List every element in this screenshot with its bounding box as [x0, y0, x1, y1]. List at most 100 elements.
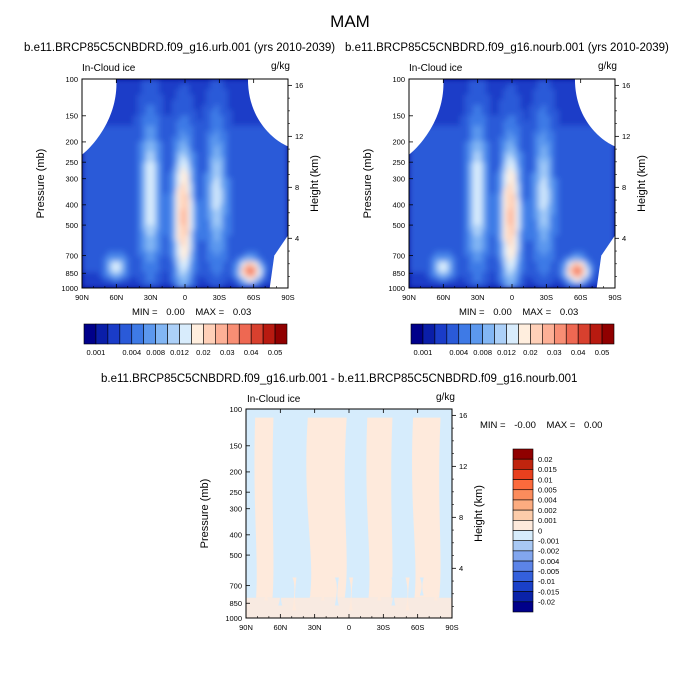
field-cell — [240, 235, 246, 242]
field-cell — [249, 172, 254, 179]
field-cell — [571, 277, 577, 284]
field-cell — [571, 110, 577, 116]
field-cell — [537, 256, 543, 263]
field-cell — [133, 136, 139, 142]
field-cell — [455, 120, 461, 127]
field-cell — [494, 120, 500, 127]
field-cell — [154, 188, 160, 195]
field-cell — [103, 151, 109, 158]
field-cell — [490, 204, 496, 210]
field-cell — [494, 193, 500, 200]
field-cell — [98, 251, 104, 257]
field-cell — [261, 193, 267, 200]
field-cell — [124, 198, 130, 205]
field-cell — [94, 136, 100, 142]
field-cell — [438, 272, 444, 278]
field-cell — [94, 225, 100, 231]
field-cell — [588, 272, 594, 278]
field-cell — [447, 272, 453, 278]
field-cell — [520, 261, 526, 268]
field-cell — [443, 209, 448, 216]
field-cell — [533, 83, 539, 90]
field-cell — [443, 240, 448, 247]
field-cell — [580, 141, 586, 148]
field-cell — [494, 157, 500, 163]
field-cell — [438, 240, 444, 247]
field-cell — [184, 277, 190, 284]
colorbar-box — [512, 601, 534, 613]
field-cell — [107, 130, 113, 137]
field-cell — [193, 193, 199, 200]
field-cell — [167, 136, 173, 142]
field-cell — [206, 240, 212, 247]
field-cell — [214, 230, 220, 237]
field-cell — [176, 115, 182, 122]
field-cell — [120, 141, 126, 148]
field-cell — [283, 183, 288, 190]
field-cell — [201, 240, 207, 247]
field-cell — [128, 277, 134, 284]
field-cell — [481, 230, 487, 237]
field-cell — [558, 110, 564, 116]
field-cell — [206, 209, 212, 216]
field-cell — [94, 162, 100, 169]
field-cell — [201, 183, 207, 190]
field-cell — [541, 272, 547, 278]
field-cell — [477, 266, 483, 273]
field-cell — [460, 245, 466, 252]
field-cell — [116, 256, 121, 263]
field-cell — [417, 151, 423, 158]
field-cell — [206, 89, 212, 95]
diff-positive-band — [306, 417, 347, 598]
field-cell — [494, 125, 500, 132]
field-cell — [447, 94, 453, 101]
field-cell — [498, 162, 504, 169]
field-cell — [580, 115, 586, 122]
field-cell — [464, 104, 470, 111]
field-cell — [528, 193, 534, 200]
field-cell — [146, 219, 151, 226]
field-cell — [550, 172, 556, 179]
field-cell — [141, 272, 147, 278]
field-cell — [451, 99, 457, 106]
field-cell — [593, 272, 599, 278]
field-cell — [223, 130, 229, 137]
field-cell — [201, 99, 207, 106]
field-cell — [158, 79, 164, 85]
field-cell — [606, 198, 612, 205]
field-cell — [133, 83, 139, 90]
field-cell — [128, 94, 134, 101]
field-cell — [94, 272, 100, 278]
field-cell — [421, 261, 427, 268]
field-cell — [206, 177, 212, 184]
field-cell — [524, 110, 530, 116]
field-cell — [257, 136, 263, 142]
field-cell — [201, 245, 207, 252]
field-cell — [111, 245, 117, 252]
field-cell — [597, 198, 603, 205]
field-cell — [167, 162, 173, 169]
field-cell — [188, 282, 194, 288]
field-cell — [434, 130, 440, 137]
field-cell — [438, 225, 444, 231]
field-cell — [193, 151, 199, 158]
field-cell — [481, 183, 487, 190]
field-cell — [137, 256, 143, 263]
field-cell — [167, 94, 173, 101]
field-cell — [124, 141, 130, 148]
field-cell — [507, 157, 513, 163]
field-cell — [188, 94, 194, 101]
field-cell — [524, 99, 530, 106]
colorbar-box — [215, 323, 228, 345]
field-cell — [593, 177, 599, 184]
field-cell — [188, 230, 194, 237]
field-cell — [90, 188, 96, 195]
field-cell — [438, 110, 444, 116]
field-cell — [176, 125, 182, 132]
field-cell — [231, 256, 237, 263]
field-cell — [460, 204, 466, 210]
field-cell — [503, 245, 509, 252]
diff-streak — [278, 577, 283, 606]
field-cell — [227, 204, 233, 210]
field-cell — [261, 245, 267, 252]
